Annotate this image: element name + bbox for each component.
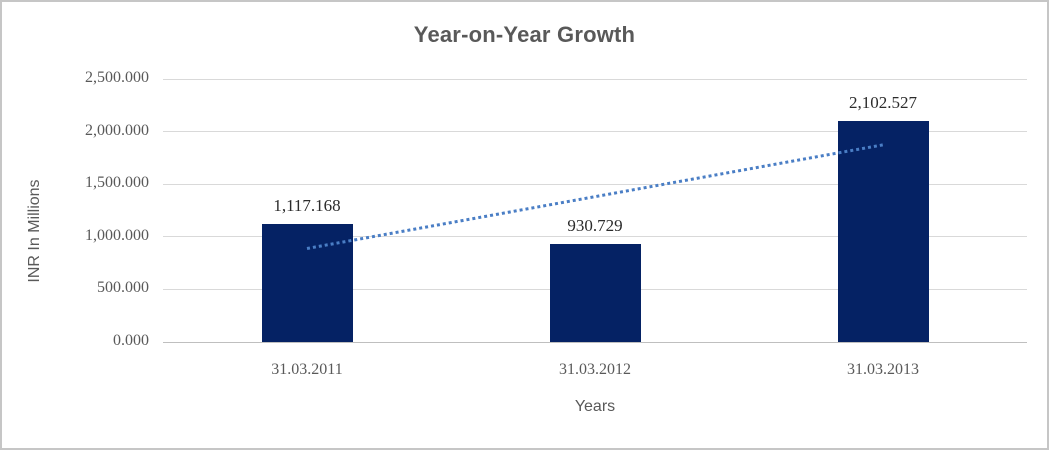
y-tick-label: 1,500.000 [85, 174, 149, 192]
x-tick-label: 31.03.2012 [559, 361, 631, 378]
x-axis-title: Years [574, 398, 616, 415]
y-axis-tick-labels: 0.000 500.000 1,000.000 1,500.000 2,000.000 2… [2, 69, 149, 349]
gridline [163, 236, 1027, 238]
gridline [163, 131, 1027, 133]
bar [261, 224, 353, 342]
y-tick-label: 1,000.000 [85, 226, 149, 244]
bar-value-label: 930.729 [567, 216, 623, 236]
y-tick-label: 500.000 [97, 279, 149, 297]
x-tick-label: 31.03.2011 [271, 361, 343, 378]
y-tick-label: 2,000.000 [85, 121, 149, 139]
y-tick-label: 2,500.000 [85, 69, 149, 86]
plot-area: 1,117.168 930.729 2,102.527 [163, 78, 1027, 343]
y-tick-label: 0.000 [113, 332, 149, 349]
bar-value-label: 1,117.168 [273, 196, 341, 216]
gridline [163, 183, 1027, 185]
x-axis-line [163, 341, 1027, 343]
chart-title: Year-on-Year Growth [413, 22, 636, 47]
gridline [163, 78, 1027, 80]
x-axis-tick-labels: 31.03.2011 31.03.2012 31.03.2013 [163, 361, 1027, 383]
bar [549, 244, 641, 342]
x-tick-label: 31.03.2013 [847, 361, 919, 378]
bar [837, 120, 929, 342]
bar-value-label: 2,102.527 [849, 92, 917, 112]
